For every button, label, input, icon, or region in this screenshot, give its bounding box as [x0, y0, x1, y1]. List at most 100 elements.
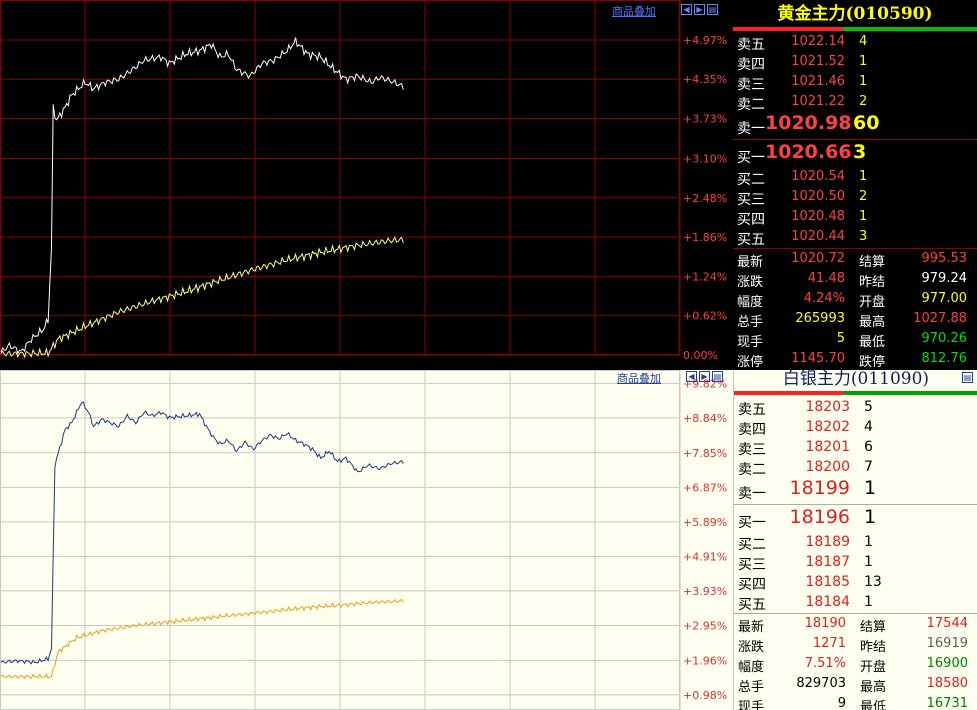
bid-level-row[interactable]: 买二 1020.54 1: [733, 167, 977, 188]
level-price: 1021.52: [791, 54, 845, 69]
ask-level-row[interactable]: 卖一 1020.98 60: [733, 112, 977, 138]
level-price: 18203: [805, 399, 850, 415]
stat-value: 16731: [926, 696, 968, 710]
stats-row: 总手 265993 最高 1027.88: [733, 310, 977, 330]
stat-value: 1145.70: [791, 351, 845, 366]
y-tick-label: +0.62%: [683, 310, 727, 323]
level-label: 买一: [738, 515, 766, 531]
stats-row: 幅度 4.24% 开盘 977.00: [733, 290, 977, 310]
level-volume: 13: [864, 574, 882, 590]
silver-title-bar: [734, 391, 977, 395]
level-price: 18200: [805, 459, 850, 475]
ask-level-row[interactable]: 卖五 18203 5: [734, 397, 977, 418]
y-tick-label: +4.35%: [683, 73, 727, 86]
level-label: 买三: [738, 557, 766, 573]
level-price: 1020.48: [791, 209, 845, 224]
stat-label: 昨结: [860, 640, 887, 655]
ask-level-row[interactable]: 卖三 1021.46 1: [733, 72, 977, 93]
gold-intraday-chart: +4.97% +4.35% +3.73% +3.10% +2.48% +1.86% +1.2…: [0, 0, 727, 362]
level-volume: 1: [864, 554, 873, 570]
level-price: 1022.14: [791, 34, 845, 49]
price-line: [0, 37, 404, 355]
stat-value: 1027.88: [913, 311, 967, 326]
level-price: 18201: [805, 439, 850, 455]
stat-label: 总手: [738, 680, 765, 695]
level-volume: 2: [859, 94, 868, 109]
stats-row: 幅度 7.51% 开盘 16900: [734, 655, 977, 675]
stat-label: 结算: [860, 620, 887, 635]
gold-title-bar: [733, 27, 977, 31]
stat-value: 1271: [812, 636, 846, 651]
stat-label: 现手: [738, 700, 765, 710]
level-volume: 4: [864, 419, 873, 435]
ask-level-row[interactable]: 卖二 1021.22 2: [733, 92, 977, 113]
gold-chart-panel[interactable]: +4.97% +4.35% +3.73% +3.10% +2.48% +1.86% +1.2…: [0, 0, 733, 370]
bid-level-row[interactable]: 买一 1020.66 3: [733, 141, 977, 167]
level-label: 卖三: [737, 77, 765, 93]
average-price-line: [0, 598, 404, 680]
gold-quote-panel: 黄金主力(010590) 卖五 1022.14 4 卖四 1021.52 1 卖三 1021.…: [733, 0, 977, 370]
level-label: 卖五: [738, 402, 766, 418]
stat-label: 总手: [737, 315, 764, 330]
stat-value: 17544: [926, 616, 968, 631]
silver-next-button[interactable]: ▶: [699, 371, 710, 382]
ask-level-row[interactable]: 卖一 18199 1: [734, 477, 977, 503]
level-price: 1020.98: [765, 112, 852, 134]
stat-value: 265993: [795, 311, 845, 326]
silver-overlay-link[interactable]: 商品叠加: [617, 372, 661, 385]
stat-value: 829703: [796, 676, 846, 691]
stat-label: 开盘: [860, 660, 887, 675]
stat-label: 最高: [860, 680, 887, 695]
gold-layout-button[interactable]: ▤: [707, 4, 718, 15]
y-tick-label: 0.00%: [683, 349, 718, 362]
level-label: 买五: [737, 232, 765, 248]
level-price: 18202: [805, 419, 850, 435]
ask-level-row[interactable]: 卖五 1022.14 4: [733, 32, 977, 53]
ask-level-row[interactable]: 卖四 1021.52 1: [733, 52, 977, 73]
level-price: 1021.46: [791, 74, 845, 89]
silver-intraday-chart: +9.82% +8.84% +7.85% +6.87% +5.89% +4.91% +3.9…: [0, 370, 727, 710]
silver-layout-button[interactable]: ▤: [712, 371, 723, 382]
level-volume: 2: [859, 189, 868, 204]
stat-value: 1020.72: [791, 251, 845, 266]
stat-value: 41.48: [807, 271, 845, 286]
level-price: 18184: [805, 594, 850, 610]
bid-level-row[interactable]: 买五 1020.44 3: [733, 227, 977, 248]
level-price: 1020.54: [791, 169, 845, 184]
bid-level-row[interactable]: 买三 18187 1: [734, 552, 977, 573]
y-tick-label: +8.84%: [683, 412, 727, 425]
stat-value: 18190: [804, 616, 846, 631]
stat-value: 812.76: [921, 351, 968, 366]
level-volume: 1: [864, 594, 873, 610]
bid-level-row[interactable]: 买五 18184 1: [734, 592, 977, 613]
y-tick-label: +3.73%: [683, 113, 727, 126]
y-tick-label: +1.24%: [683, 270, 727, 283]
level-volume: 6: [864, 439, 873, 455]
level-volume: 1: [859, 209, 868, 224]
bid-level-row[interactable]: 买一 18196 1: [734, 506, 977, 532]
gold-prev-button[interactable]: ◀: [681, 4, 692, 15]
silver-prev-button[interactable]: ◀: [686, 371, 697, 382]
level-volume: 1: [864, 477, 877, 499]
y-tick-label: +6.87%: [683, 481, 727, 494]
silver-chart-panel[interactable]: +9.82% +8.84% +7.85% +6.87% +5.89% +4.91% +3.9…: [0, 370, 733, 710]
bid-level-row[interactable]: 买四 1020.48 1: [733, 207, 977, 228]
level-price: 1021.22: [791, 94, 845, 109]
gold-overlay-link[interactable]: 商品叠加: [612, 5, 656, 18]
bid-level-row[interactable]: 买四 18185 13: [734, 572, 977, 593]
gold-next-button[interactable]: ▶: [694, 4, 705, 15]
level-volume: 7: [864, 459, 873, 475]
ask-level-row[interactable]: 卖四 18202 4: [734, 417, 977, 438]
level-label: 买二: [737, 172, 765, 188]
y-tick-label: +3.93%: [683, 585, 727, 598]
level-price: 18189: [805, 534, 850, 550]
bid-level-row[interactable]: 买三 1020.50 2: [733, 187, 977, 208]
ask-level-row[interactable]: 卖二 18200 7: [734, 457, 977, 478]
level-label: 买一: [737, 150, 765, 166]
plot-border: [0, 0, 680, 355]
bid-level-row[interactable]: 买二 18189 1: [734, 532, 977, 553]
gold-title: 黄金主力(010590): [777, 4, 933, 24]
ask-level-row[interactable]: 卖三 18201 6: [734, 437, 977, 458]
level-label: 买五: [738, 597, 766, 613]
silver-restore-button[interactable]: ▤: [962, 372, 973, 383]
